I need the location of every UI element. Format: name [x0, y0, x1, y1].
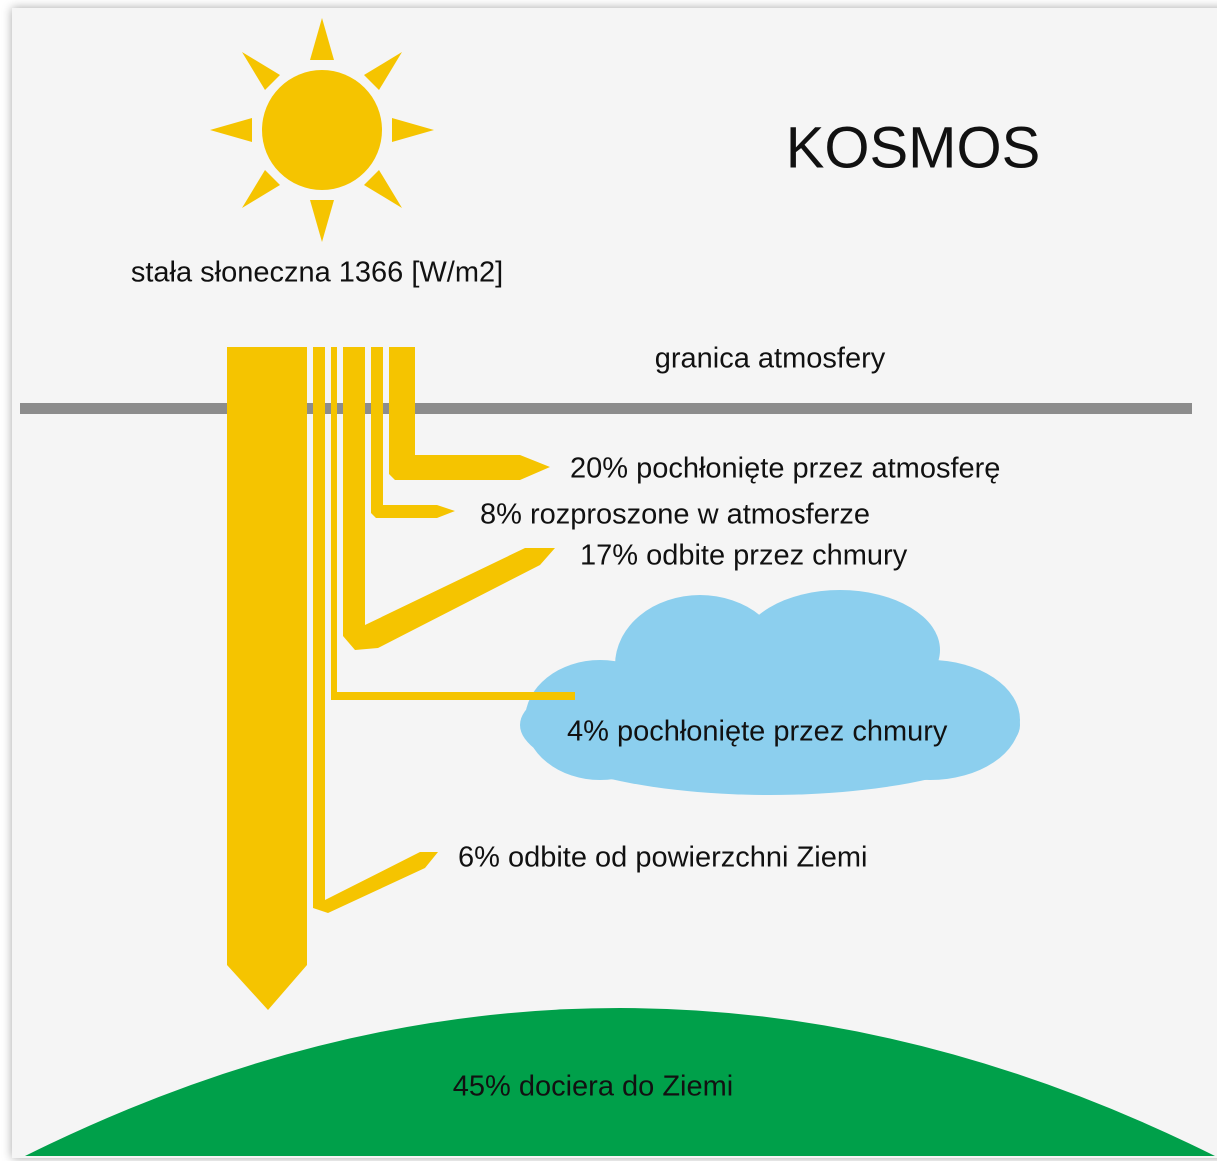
energy-flows: [227, 347, 575, 1010]
flow-label: 8% rozproszone w atmosferze: [480, 499, 870, 531]
flow-absorbed-atmosphere: [389, 347, 550, 480]
sun: [210, 18, 434, 242]
ground-label: 45% dociera do Ziemi: [453, 1071, 733, 1103]
trunk-flow: [227, 347, 307, 1010]
flow-surface-reflected: [313, 347, 438, 913]
boundary-label: granica atmosfery: [655, 343, 886, 375]
flow-label: 20% pochłonięte przez atmosferę: [570, 453, 1000, 485]
cloud: [520, 590, 1020, 795]
earth: [25, 1008, 1215, 1156]
flow-label: 4% pochłonięte przez chmury: [567, 716, 948, 748]
flow-label: 6% odbite od powierzchni Ziemi: [458, 842, 867, 874]
flow-cloud-reflected: [343, 347, 555, 650]
atmosphere-boundary: [20, 403, 1192, 414]
frame: [12, 8, 1217, 1158]
flow-label: 17% odbite przez chmury: [580, 540, 908, 572]
sun-label: stała słoneczna 1366 [W/m2]: [131, 257, 503, 289]
title: KOSMOS: [786, 115, 1041, 180]
flow-scattered: [371, 347, 455, 518]
